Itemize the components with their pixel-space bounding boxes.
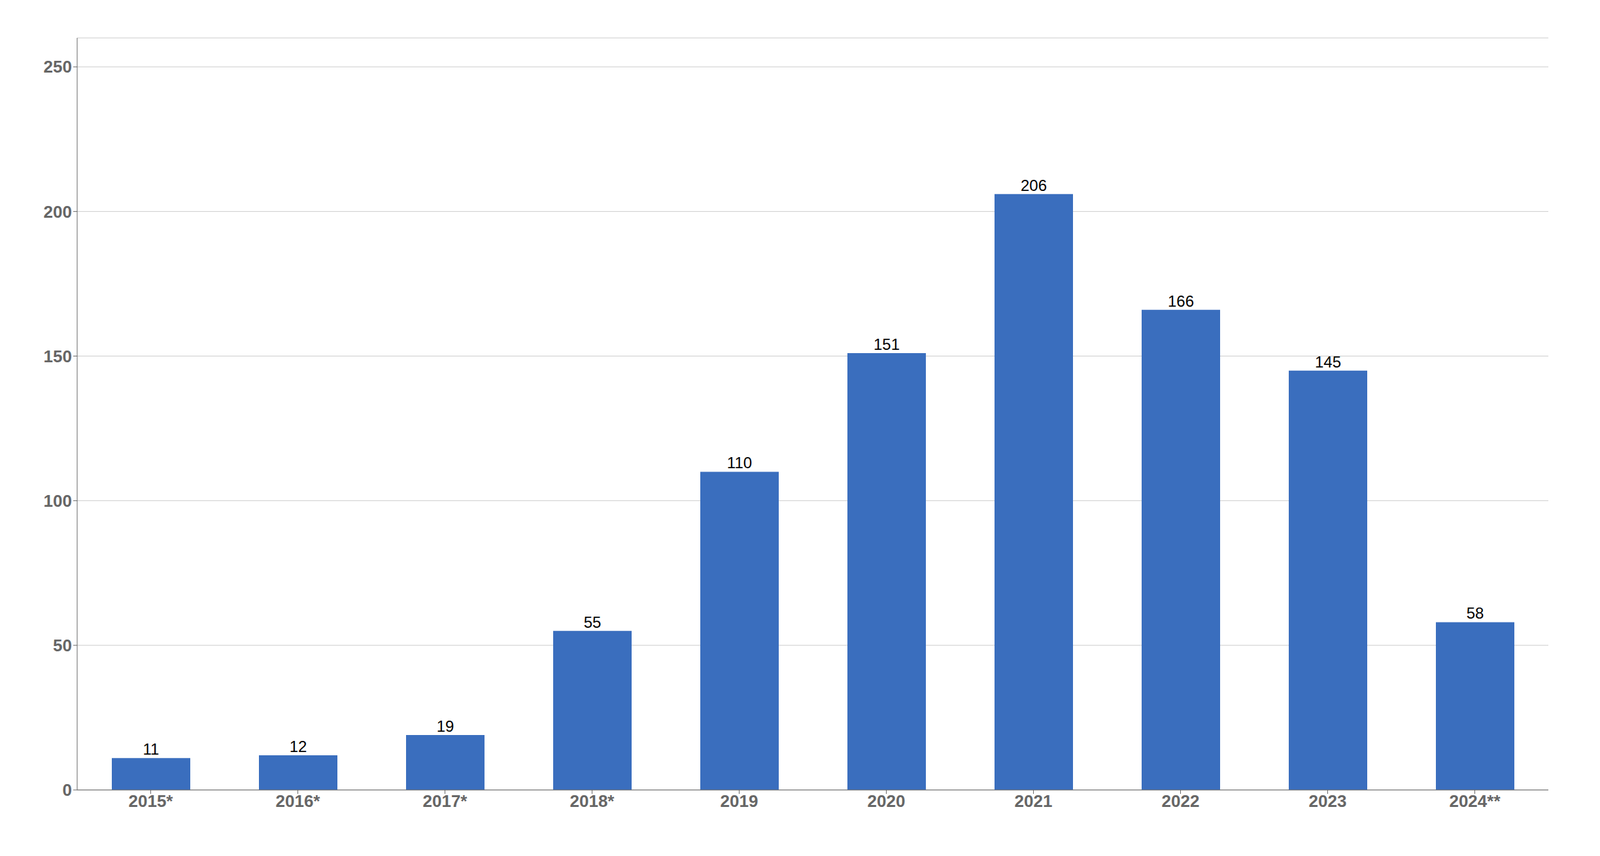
svg-text:166: 166	[1167, 292, 1194, 310]
svg-text:2016*: 2016*	[275, 791, 322, 811]
svg-text:50: 50	[52, 635, 72, 656]
svg-text:2021: 2021	[1014, 791, 1053, 811]
svg-text:2022: 2022	[1161, 791, 1200, 811]
svg-text:145: 145	[1314, 353, 1342, 371]
svg-text:11: 11	[143, 740, 160, 758]
svg-text:150: 150	[43, 346, 72, 367]
svg-text:250: 250	[43, 56, 72, 77]
svg-text:2024**: 2024**	[1448, 791, 1501, 811]
svg-text:2020: 2020	[867, 791, 906, 811]
svg-text:12: 12	[289, 737, 308, 756]
svg-text:200: 200	[43, 202, 72, 222]
svg-text:110: 110	[727, 453, 752, 472]
svg-text:19: 19	[436, 717, 455, 735]
svg-text:2015*: 2015*	[128, 791, 174, 811]
svg-text:2017*: 2017*	[423, 791, 469, 811]
svg-text:2018*: 2018*	[570, 791, 616, 811]
svg-text:2019: 2019	[720, 791, 759, 811]
svg-text:58: 58	[1466, 604, 1485, 622]
svg-text:2023: 2023	[1309, 791, 1347, 811]
svg-text:100: 100	[43, 491, 72, 511]
svg-text:55: 55	[583, 613, 602, 631]
svg-text:151: 151	[873, 335, 900, 354]
svg-text:206: 206	[1020, 176, 1047, 195]
svg-text:0: 0	[62, 780, 72, 800]
